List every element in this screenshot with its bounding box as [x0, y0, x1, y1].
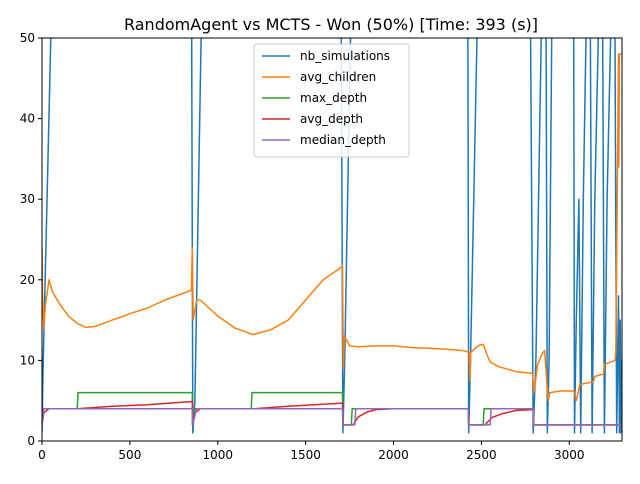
legend-label-avg_depth: avg_depth [300, 112, 363, 126]
legend-label-avg_children: avg_children [300, 70, 376, 84]
x-tick-label: 1500 [290, 448, 321, 462]
series-line-nb_simulations [42, 38, 622, 434]
legend-label-max_depth: max_depth [300, 91, 367, 105]
y-tick-label: 20 [20, 273, 35, 287]
legend: nb_simulations avg_children max_depth avg_d… [253, 43, 410, 158]
x-axis: 0 500 1000 1500 2000 2500 3000 [38, 441, 585, 462]
series-line-avg_depth [42, 400, 622, 426]
legend-label-median_depth: median_depth [300, 133, 386, 147]
y-tick-label: 10 [20, 353, 35, 367]
y-tick-label: 40 [20, 112, 35, 126]
y-tick-label: 50 [20, 31, 35, 45]
x-tick-label: 0 [38, 448, 46, 462]
legend-box [253, 43, 410, 158]
x-tick-label: 3000 [554, 448, 585, 462]
x-tick-label: 2000 [378, 448, 409, 462]
legend-label-nb_simulations: nb_simulations [300, 49, 390, 63]
x-tick-label: 2500 [466, 448, 497, 462]
y-axis: 0 10 20 30 40 50 [20, 31, 42, 448]
series-line-median_depth [42, 408, 622, 426]
series-group [42, 38, 622, 434]
x-tick-label: 1000 [202, 448, 233, 462]
series-line-avg_children [42, 53, 622, 402]
plot-frame [41, 37, 623, 442]
y-tick-label: 30 [20, 192, 35, 206]
x-tick-label: 500 [118, 448, 141, 462]
chart-title: RandomAgent vs MCTS - Won (50%) [Time: 3… [124, 15, 538, 34]
y-tick-label: 0 [27, 434, 35, 448]
